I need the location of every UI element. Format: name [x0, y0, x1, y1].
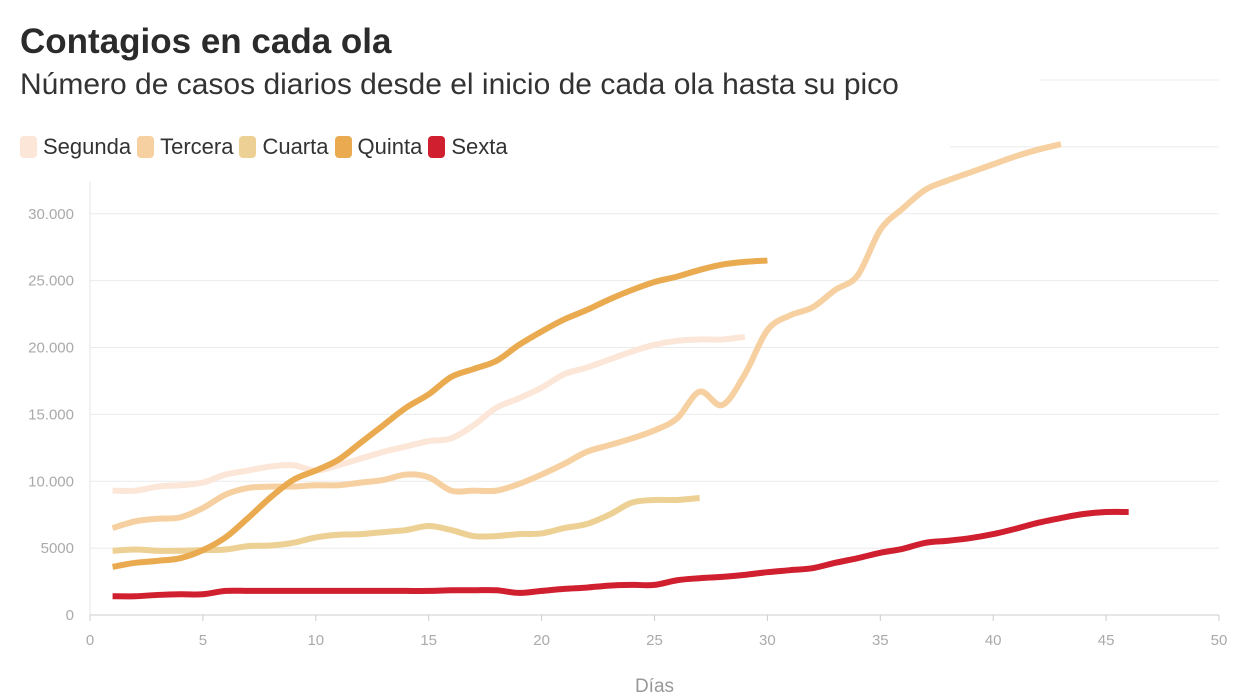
x-tick-label: 40 — [985, 632, 1002, 649]
x-axis-label: Días — [635, 676, 674, 697]
x-tick-label: 45 — [1098, 632, 1115, 649]
legend-item-tercera[interactable]: Tercera — [137, 134, 233, 160]
y-tick-label: 25.000 — [28, 273, 74, 290]
x-tick-label: 5 — [199, 632, 207, 649]
legend-swatch — [334, 136, 352, 158]
legend-swatch — [239, 136, 257, 158]
x-tick-label: 35 — [872, 632, 889, 649]
series-line-segunda — [112, 333, 746, 494]
x-tick-label: 30 — [759, 632, 776, 649]
x-tick-label: 50 — [1211, 632, 1228, 649]
y-tick-label: 10.000 — [28, 473, 74, 490]
chart-subtitle: Número de casos diarios desde el inicio … — [20, 68, 899, 101]
chart-title: Contagios en cada ola — [20, 22, 392, 61]
legend-label: Tercera — [160, 134, 234, 159]
series-line-sexta — [112, 508, 1129, 600]
x-tick-label: 0 — [86, 632, 94, 649]
legend-label: Sexta — [451, 134, 508, 159]
legend-label: Cuarta — [262, 134, 329, 159]
legend-item-cuarta[interactable]: Cuarta — [239, 134, 329, 160]
x-tick-label: 10 — [307, 632, 324, 649]
legend-swatch — [137, 136, 155, 158]
legend-label: Quinta — [357, 134, 423, 159]
x-tick-label: 15 — [420, 632, 437, 649]
legend-item-segunda[interactable]: Segunda — [20, 134, 131, 160]
legend-item-sexta[interactable]: Sexta — [428, 134, 508, 160]
legend-label: Segunda — [43, 134, 132, 159]
series-line-tercera — [111, 141, 1062, 531]
y-tick-label: 15.000 — [28, 406, 74, 423]
legend-item-quinta[interactable]: Quinta — [334, 134, 423, 160]
y-tick-label: 30.000 — [28, 206, 74, 223]
legend-swatch — [20, 136, 37, 158]
legend: Segunda Tercera Cuarta Quinta Sexta — [20, 134, 514, 160]
y-tick-label: 5000 — [41, 540, 74, 557]
legend-swatch — [428, 136, 446, 158]
y-tick-label: 20.000 — [28, 340, 74, 357]
x-tick-label: 25 — [646, 632, 663, 649]
y-tick-label: 0 — [66, 607, 74, 624]
x-tick-label: 20 — [533, 632, 550, 649]
series-line-quinta — [112, 257, 768, 570]
